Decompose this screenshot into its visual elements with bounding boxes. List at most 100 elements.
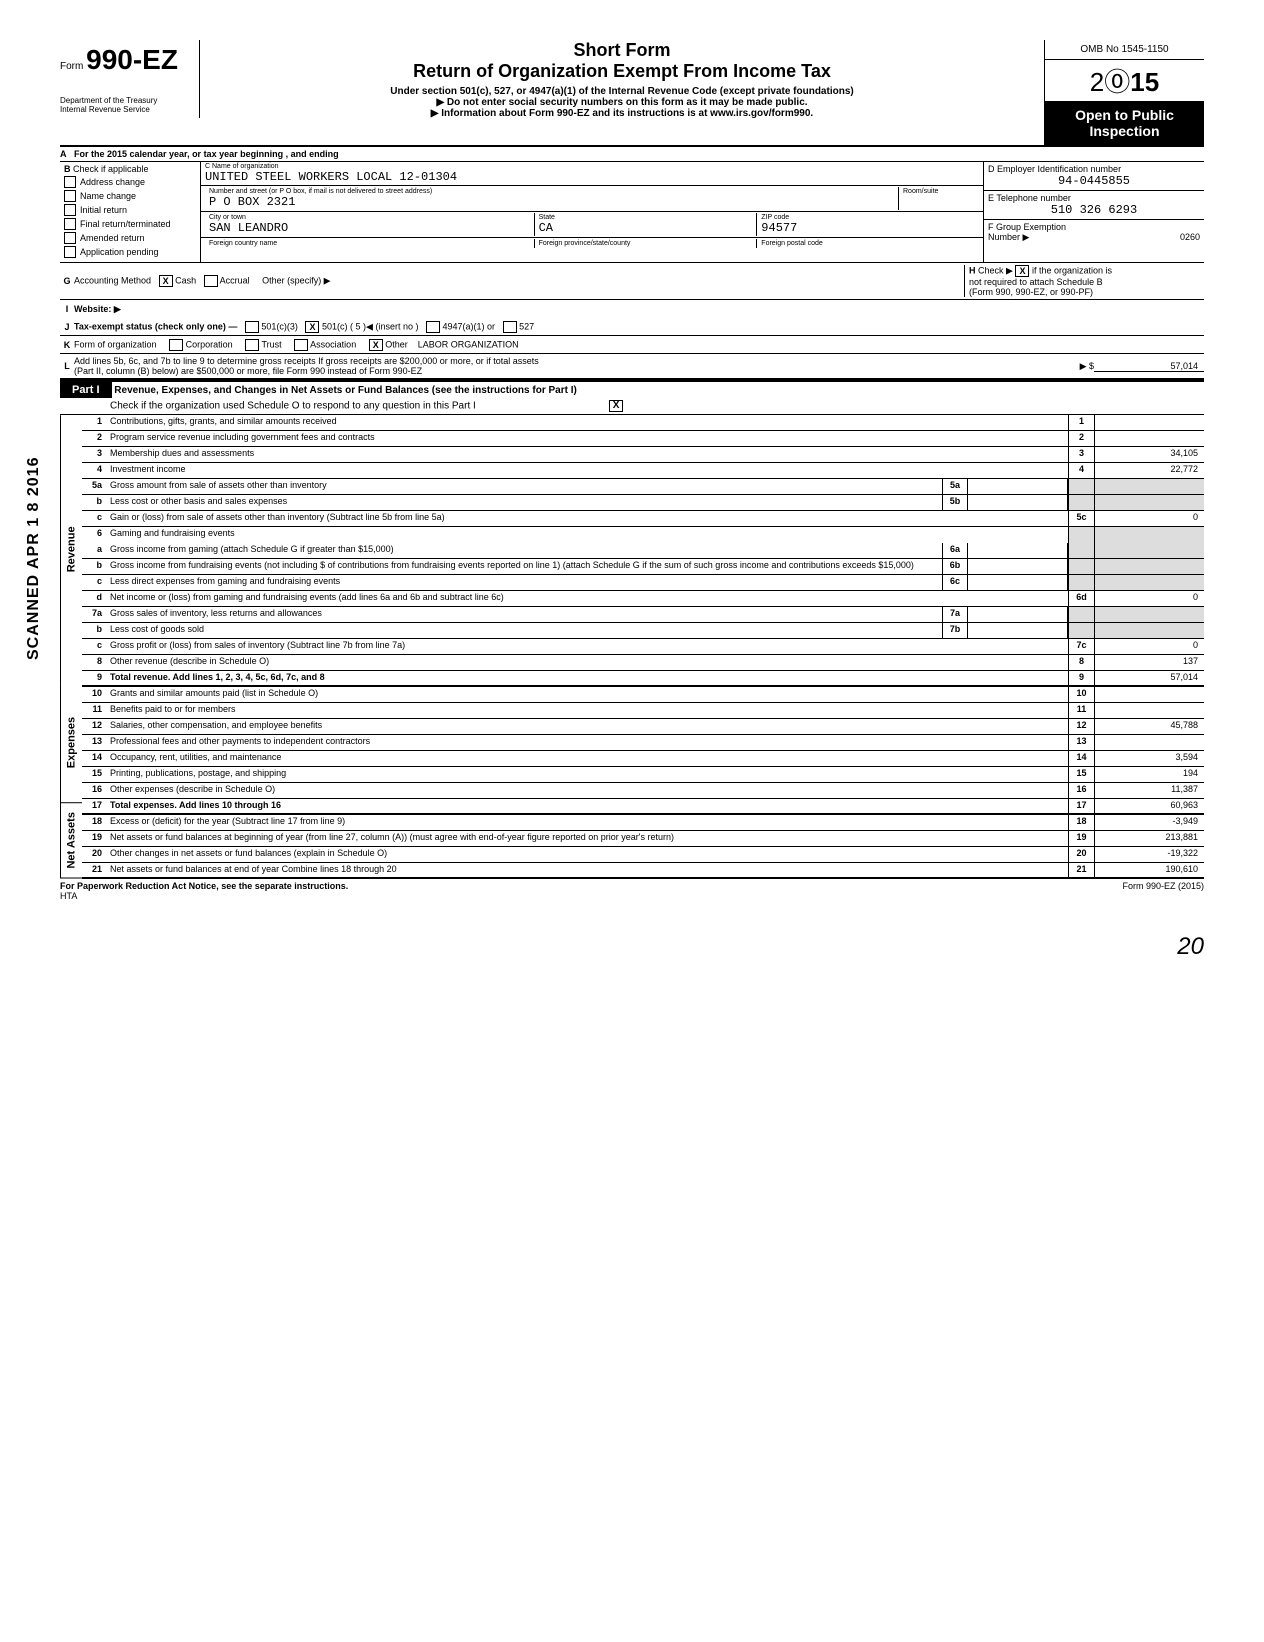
line-5a-rnum	[1068, 479, 1094, 494]
cb-other-org[interactable]: X	[369, 339, 383, 351]
line-17-val: 60,963	[1094, 799, 1204, 813]
cb-h[interactable]: X	[1015, 265, 1029, 277]
subtitle-1: Under section 501(c), 527, or 4947(a)(1)…	[206, 86, 1038, 97]
subtitle-2: ▶ Do not enter social security numbers o…	[206, 97, 1038, 108]
line-5b-mid: 5b	[942, 495, 968, 510]
line-14-num: 14	[1068, 751, 1094, 766]
part-i-badge: Part I	[60, 382, 112, 398]
city-label: City or town	[209, 214, 530, 221]
e-label: E Telephone number	[988, 193, 1071, 203]
h-check: Check ▶	[978, 265, 1013, 275]
line-6a-rnum	[1068, 543, 1094, 558]
b-title: Check if applicable	[73, 164, 149, 174]
k-label: Form of organization	[74, 339, 157, 349]
cb-corp[interactable]	[169, 339, 183, 351]
l-line1: Add lines 5b, 6c, and 7b to line 9 to de…	[74, 356, 539, 366]
cb-assoc[interactable]	[294, 339, 308, 351]
line-16-val: 11,387	[1094, 783, 1204, 798]
line-21-num: 21	[1068, 863, 1094, 877]
line-6b-rnum	[1068, 559, 1094, 574]
lbl-other-org: Other	[385, 339, 408, 349]
line-5a-mid: 5a	[942, 479, 968, 494]
line-7a-mid: 7a	[942, 607, 968, 622]
line-1-desc: Contributions, gifts, grants, and simila…	[108, 415, 1068, 430]
line-12-val: 45,788	[1094, 719, 1204, 734]
lbl-amended: Amended return	[80, 233, 145, 243]
line-6c-desc: Less direct expenses from gaming and fun…	[108, 575, 942, 590]
lbl-corp: Corporation	[186, 339, 233, 349]
cb-address-change[interactable]	[64, 176, 76, 188]
part-i-title: Revenue, Expenses, and Changes in Net As…	[114, 385, 577, 396]
line-6d-num: 6d	[1068, 591, 1094, 606]
line-19-val: 213,881	[1094, 831, 1204, 846]
line-7a-desc: Gross sales of inventory, less returns a…	[108, 607, 942, 622]
label-a: A	[60, 149, 74, 159]
lbl-other-method: Other (specify) ▶	[262, 275, 330, 285]
cb-trust[interactable]	[245, 339, 259, 351]
line-17-desc: Total expenses. Add lines 10 through 16	[108, 799, 1068, 813]
entity-block: B Check if applicable Address change Nam…	[60, 162, 1204, 263]
line-2-val	[1094, 431, 1204, 446]
line-20-num: 20	[1068, 847, 1094, 862]
line-17-num: 17	[1068, 799, 1094, 813]
form-number: 990-EZ	[86, 44, 178, 75]
row-j: J Tax-exempt status (check only one) — 5…	[60, 318, 1204, 336]
state-label: State	[539, 214, 753, 221]
cb-501c3[interactable]	[245, 321, 259, 333]
line-10-val	[1094, 687, 1204, 702]
line-14-val: 3,594	[1094, 751, 1204, 766]
cb-amended[interactable]	[64, 232, 76, 244]
line-16-num: 16	[1068, 783, 1094, 798]
line-18-val: -3,949	[1094, 815, 1204, 830]
line-6c-mid: 6c	[942, 575, 968, 590]
line-7b-rval	[1094, 623, 1204, 638]
cb-527[interactable]	[503, 321, 517, 333]
title-short-form: Short Form	[206, 40, 1038, 61]
cb-cash[interactable]: X	[159, 275, 173, 287]
h-block: H Check ▶ X if the organization is not r…	[964, 265, 1204, 297]
line-6b-desc: Gross income from fundraising events (no…	[108, 559, 942, 574]
cb-final-return[interactable]	[64, 218, 76, 230]
state-val: CA	[539, 221, 753, 235]
cb-4947[interactable]	[426, 321, 440, 333]
fpc-label: Foreign postal code	[761, 240, 975, 247]
line-5c-num: 5c	[1068, 511, 1094, 526]
line-6-desc: Gaming and fundraising events	[108, 527, 1068, 543]
line-9-desc: Total revenue. Add lines 1, 2, 3, 4, 5c,…	[108, 671, 1068, 685]
501c-num: 5	[356, 321, 361, 331]
line-8-desc: Other revenue (describe in Schedule O)	[108, 655, 1068, 670]
line-13-desc: Professional fees and other payments to …	[108, 735, 1068, 750]
open-to-public: Open to Public Inspection	[1045, 101, 1204, 145]
scanned-stamp: SCANNED APR 1 8 2016	[25, 457, 43, 660]
h-txt2: if the organization is	[1032, 265, 1112, 275]
org-type-val: LABOR ORGANIZATION	[418, 339, 519, 349]
l-line2: (Part II, column (B) below) are $500,000…	[74, 366, 422, 376]
line-15-num: 15	[1068, 767, 1094, 782]
line-6a-mid: 6a	[942, 543, 968, 558]
vlabel-expenses: Expenses	[60, 683, 82, 803]
form-header: Form 990-EZ Department of the Treasury I…	[60, 40, 1204, 147]
cb-accrual[interactable]	[204, 275, 218, 287]
cb-name-change[interactable]	[64, 190, 76, 202]
cb-initial-return[interactable]	[64, 204, 76, 216]
line-2-desc: Program service revenue including govern…	[108, 431, 1068, 446]
cb-501c[interactable]: X	[305, 321, 319, 333]
line-6d-val: 0	[1094, 591, 1204, 606]
lbl-accrual: Accrual	[220, 275, 250, 285]
footer-notice: For Paperwork Reduction Act Notice, see …	[60, 881, 348, 891]
line-5a-desc: Gross amount from sale of assets other t…	[108, 479, 942, 494]
row-a: A For the 2015 calendar year, or tax yea…	[60, 147, 1204, 162]
line-21-val: 190,610	[1094, 863, 1204, 877]
line-15-desc: Printing, publications, postage, and shi…	[108, 767, 1068, 782]
cb-app-pending[interactable]	[64, 246, 76, 258]
col-def: D Employer Identification number94-04458…	[984, 162, 1204, 262]
cb-schedule-o[interactable]: X	[609, 400, 623, 412]
line-4-num: 4	[1068, 463, 1094, 478]
line-5c-desc: Gain or (loss) from sale of assets other…	[108, 511, 1068, 526]
dept-irs: Internal Revenue Service	[60, 105, 191, 114]
fc-label: Foreign country name	[209, 240, 530, 247]
footer-hta: HTA	[60, 891, 77, 901]
h-txt3: not required to attach Schedule B	[969, 277, 1103, 287]
line-9-num: 9	[1068, 671, 1094, 685]
line-5b-rval	[1094, 495, 1204, 510]
